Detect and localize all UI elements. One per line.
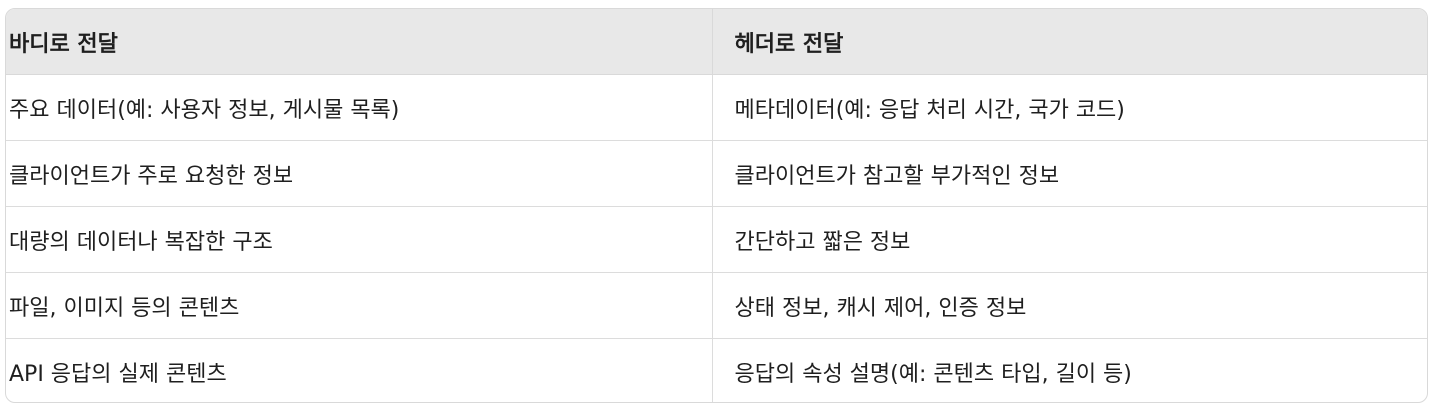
header-row: 바디로 전달 헤더로 전달: [6, 9, 1427, 75]
table-cell-body: 대량의 데이터나 복잡한 구조: [6, 206, 713, 273]
table-cell-body: 클라이언트가 주로 요청한 정보: [6, 140, 713, 207]
table-row: 대량의 데이터나 복잡한 구조 간단하고 짧은 정보: [6, 206, 1427, 273]
table-row: 파일, 이미지 등의 콘텐츠 상태 정보, 캐시 제어, 인증 정보: [6, 272, 1427, 339]
header-header-column: 헤더로 전달: [712, 9, 1427, 75]
table-body: 주요 데이터(예: 사용자 정보, 게시물 목록) 메타데이터(예: 응답 처리…: [6, 74, 1427, 402]
table-row: 클라이언트가 주로 요청한 정보 클라이언트가 참고할 부가적인 정보: [6, 140, 1427, 207]
table-cell-body: API 응답의 실제 콘텐츠: [6, 338, 713, 402]
comparison-table-container: 바디로 전달 헤더로 전달 주요 데이터(예: 사용자 정보, 게시물 목록) …: [5, 8, 1428, 403]
table-header: 바디로 전달 헤더로 전달: [6, 9, 1427, 75]
table-cell-header: 메타데이터(예: 응답 처리 시간, 국가 코드): [712, 74, 1427, 141]
table-cell-header: 응답의 속성 설명(예: 콘텐츠 타입, 길이 등): [734, 361, 1132, 387]
table-cell-header: 상태 정보, 캐시 제어, 인증 정보: [712, 272, 1427, 339]
comparison-table: 바디로 전달 헤더로 전달 주요 데이터(예: 사용자 정보, 게시물 목록) …: [6, 9, 1427, 402]
table-cell-body: 주요 데이터(예: 사용자 정보, 게시물 목록): [6, 74, 713, 141]
table-cell-header: 클라이언트가 참고할 부가적인 정보: [712, 140, 1427, 207]
table-row: 주요 데이터(예: 사용자 정보, 게시물 목록) 메타데이터(예: 응답 처리…: [6, 74, 1427, 141]
table-row: API 응답의 실제 콘텐츠 응답의 속성 설명(예: 콘텐츠 타입, 길이 등…: [6, 338, 1427, 402]
table-cell-body: 파일, 이미지 등의 콘텐츠: [6, 272, 713, 339]
table-cell-header: 간단하고 짧은 정보: [712, 206, 1427, 273]
header-body-column: 바디로 전달: [6, 9, 713, 75]
